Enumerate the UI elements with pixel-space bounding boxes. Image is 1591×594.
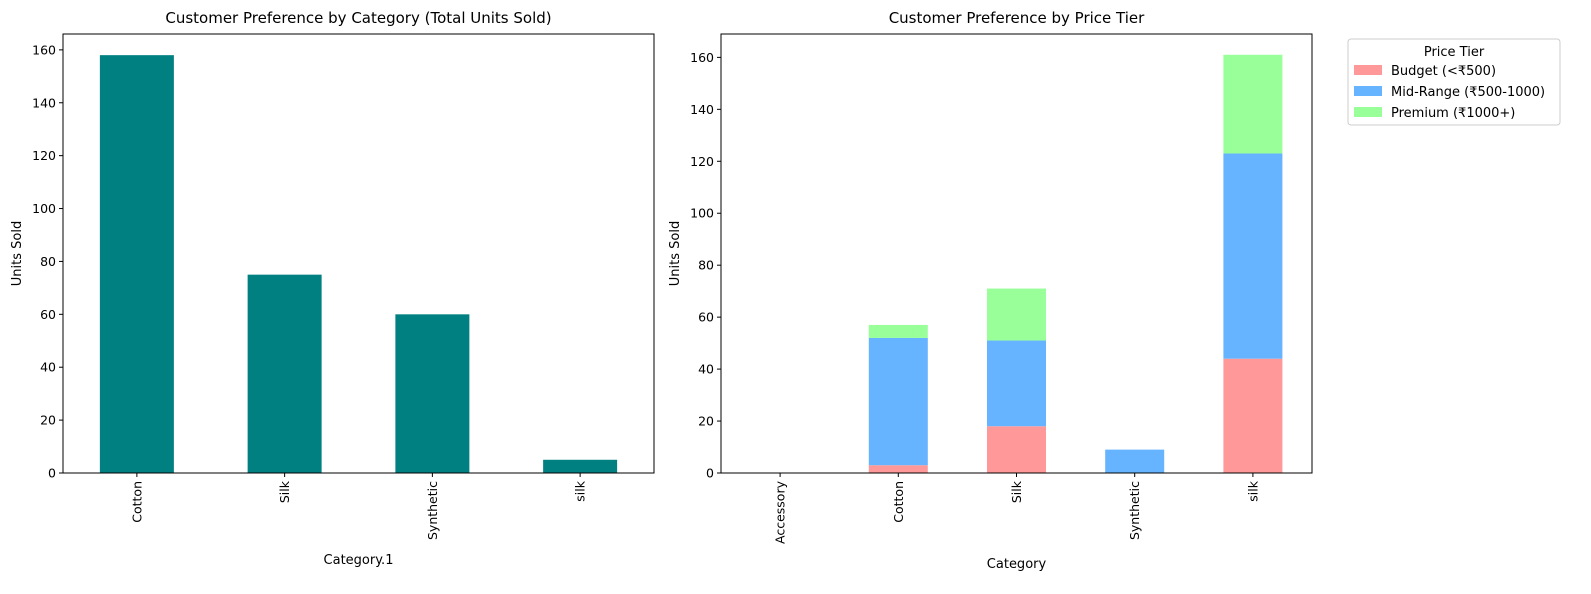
x-tick-label-cotton: Cotton — [129, 481, 144, 523]
bar-premium-1000-silk — [1223, 54, 1283, 154]
y-axis-label: Units Sold — [10, 221, 25, 286]
x-axis-label: Category — [987, 557, 1047, 572]
legend-title: Price Tier — [1424, 45, 1485, 60]
y-tick-label: 120 — [32, 148, 56, 163]
y-tick-label: 160 — [690, 50, 714, 65]
bar-silk — [543, 459, 618, 473]
x-tick-label-silk: silk — [1245, 480, 1260, 501]
bar-budget-500-cotton — [868, 465, 928, 473]
bar-budget-500-silk — [987, 426, 1046, 473]
category-units-chart: 0 20 40 60 80 100 120 140 160 Cotton Silk Synthetic… — [10, 9, 655, 568]
y-tick-label: 20 — [40, 413, 56, 428]
y-tick-label: 40 — [698, 362, 714, 377]
bar-mid-range-500-1000-synthetic — [1105, 449, 1165, 473]
bar-mid-range-500-1000-cotton — [868, 337, 928, 466]
legend-label-mid-range-500-1000: Mid-Range (₹500-1000) — [1391, 85, 1545, 100]
x-tick-label-synthetic: Synthetic — [425, 481, 440, 540]
x-tick-label-silk: Silk — [277, 480, 292, 503]
y-tick-label: 80 — [698, 258, 714, 273]
legend-label-budget-500: Budget (<₹500) — [1391, 64, 1496, 79]
bar-mid-range-500-1000-silk — [987, 340, 1046, 427]
x-tick-label-cotton: Cotton — [891, 481, 906, 523]
legend-swatch-budget-500 — [1354, 65, 1382, 75]
y-tick-label: 0 — [706, 466, 714, 481]
x-tick-label-accessory: Accessory — [773, 480, 788, 544]
y-tick-label: 140 — [690, 102, 714, 117]
bar-synthetic — [395, 314, 470, 473]
x-axis-label: Category.1 — [324, 553, 394, 568]
y-tick-label: 60 — [698, 310, 714, 325]
y-tick-label: 100 — [690, 206, 714, 221]
price-tier-chart: 0 20 40 60 80 100 120 140 160 Accessory Cotton Silk… — [668, 9, 1561, 572]
chart-title: Customer Preference by Price Tier — [889, 9, 1145, 27]
bar-cotton — [99, 55, 174, 474]
y-axis-label: Units Sold — [668, 221, 683, 286]
y-tick-label: 120 — [690, 154, 714, 169]
bar-premium-1000-cotton — [868, 324, 928, 338]
bar-budget-500-silk — [1223, 358, 1283, 473]
y-tick-label: 160 — [32, 42, 56, 57]
y-tick-label: 0 — [48, 466, 56, 481]
x-tick-label-synthetic: Synthetic — [1127, 481, 1142, 540]
x-tick-label-silk: Silk — [1009, 480, 1024, 503]
y-tick-label: 100 — [32, 201, 56, 216]
plot-frame — [62, 33, 655, 474]
legend-label-premium-1000: Premium (₹1000+) — [1391, 106, 1515, 121]
legend: Price Tier Budget (<₹500) Mid-Range (₹500-… — [1347, 38, 1561, 126]
y-tick-label: 140 — [32, 95, 56, 110]
chart-title: Customer Preference by Category (Total U… — [165, 9, 551, 27]
y-tick-label: 80 — [40, 254, 56, 269]
legend-box — [1347, 38, 1561, 126]
x-tick-label-silk: silk — [573, 480, 588, 501]
y-tick-label: 20 — [698, 414, 714, 429]
legend-swatch-premium-1000 — [1354, 107, 1382, 117]
legend-swatch-mid-range-500-1000 — [1354, 86, 1382, 96]
bar-silk — [247, 274, 322, 473]
bar-mid-range-500-1000-silk — [1223, 153, 1283, 359]
bar-premium-1000-silk — [987, 288, 1046, 341]
y-tick-label: 60 — [40, 307, 56, 322]
y-tick-label: 40 — [40, 360, 56, 375]
